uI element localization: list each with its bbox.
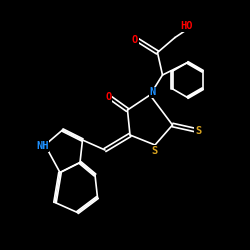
Text: HO: HO [180,21,192,31]
Text: N: N [150,87,156,97]
Text: O: O [132,35,138,45]
Text: S: S [195,126,201,136]
Text: NH: NH [36,141,49,151]
Text: O: O [106,92,112,102]
Text: S: S [152,146,158,156]
